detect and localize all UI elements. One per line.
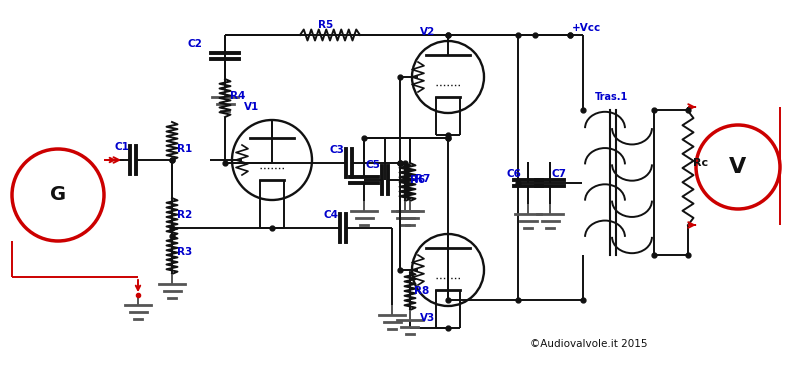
- Text: ©Audiovalvole.it 2015: ©Audiovalvole.it 2015: [530, 339, 647, 349]
- Text: V: V: [730, 157, 746, 177]
- Circle shape: [696, 125, 780, 209]
- Text: Rc: Rc: [693, 158, 708, 168]
- Text: C7: C7: [552, 169, 567, 179]
- Text: G: G: [50, 185, 66, 204]
- Text: +Vcc: +Vcc: [572, 23, 602, 33]
- Text: R4: R4: [230, 91, 246, 101]
- Text: R6: R6: [410, 175, 426, 185]
- Text: C3: C3: [330, 145, 345, 155]
- Circle shape: [232, 120, 312, 200]
- Circle shape: [412, 41, 484, 113]
- Text: R7: R7: [415, 174, 430, 184]
- Text: R8: R8: [414, 286, 430, 296]
- Text: C6: C6: [506, 169, 521, 179]
- Text: V3: V3: [420, 313, 435, 323]
- Text: C4: C4: [324, 210, 339, 220]
- Circle shape: [12, 149, 104, 241]
- Text: R3: R3: [177, 247, 192, 257]
- Text: C2: C2: [187, 39, 202, 49]
- Text: C1: C1: [114, 142, 129, 152]
- Text: R1: R1: [177, 144, 192, 154]
- Text: V1: V1: [244, 102, 259, 112]
- Text: C5: C5: [366, 160, 381, 170]
- Circle shape: [412, 234, 484, 306]
- Text: R5: R5: [318, 20, 334, 30]
- Text: Tras.1: Tras.1: [595, 92, 628, 102]
- Text: V2: V2: [420, 27, 435, 37]
- Text: R2: R2: [177, 210, 192, 220]
